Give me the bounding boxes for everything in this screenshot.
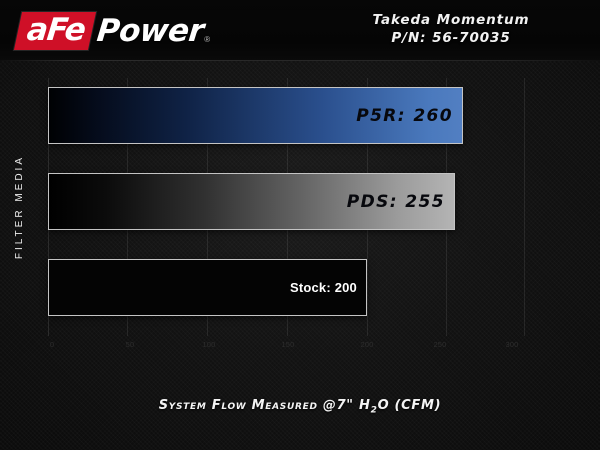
bar-pds[interactable]: PDS: 255 [48,173,455,230]
afe-power-logo: aFe Power ® [13,12,268,50]
x-axis-title-prefix: System Flow Measured @7" H [158,398,371,413]
logo-power-wordmark: Power [88,12,206,49]
bar-label-stock: Stock: 200 [289,280,357,295]
x-axis-title-subscript: 2 [370,405,378,416]
x-axis-tick-labels: 0 50 100 150 200 250 300 [48,340,524,354]
product-info: Takeda Momentum P/N: 56-70035 [336,11,566,47]
xtick-label-300: 300 [505,340,519,349]
y-axis-title: FILTER MEDIA [14,155,25,260]
bar-stock[interactable]: Stock: 200 [48,259,367,316]
gridline-300 [524,78,525,336]
bar-p5r[interactable]: P5R: 260 [48,87,463,144]
header-bar: aFe Power ® Takeda Momentum P/N: 56-7003… [0,0,600,61]
logo-afe-text: aFe [25,12,87,48]
registered-trademark-mark: ® [204,35,211,44]
bar-row-p5r[interactable]: P5R: 260 [48,87,463,144]
bar-row-stock[interactable]: Stock: 200 [48,259,367,316]
bar-label-p5r: P5R: 260 [356,105,453,126]
part-number: P/N: 56-70035 [391,30,511,46]
logo-power-text: Power [94,12,206,49]
logo-afe-badge: aFe [13,12,96,50]
plot-area: P5R: 260 PDS: 255 Stock: 200 [48,78,525,336]
xtick-label-0: 0 [49,340,55,349]
x-axis-title: System Flow Measured @7" H2O (CFM) [0,398,600,416]
x-axis-title-suffix: O (CFM) [377,398,442,413]
bar-series: P5R: 260 PDS: 255 Stock: 200 [48,78,524,336]
bar-label-pds: PDS: 255 [346,191,445,212]
xtick-label-200: 200 [360,340,374,349]
product-name: Takeda Momentum [372,12,530,28]
header-divider [0,60,600,61]
bar-row-pds[interactable]: PDS: 255 [48,173,455,230]
xtick-label-50: 50 [125,340,135,349]
xtick-label-100: 100 [202,340,216,349]
xtick-label-150: 150 [281,340,295,349]
xtick-label-250: 250 [433,340,447,349]
